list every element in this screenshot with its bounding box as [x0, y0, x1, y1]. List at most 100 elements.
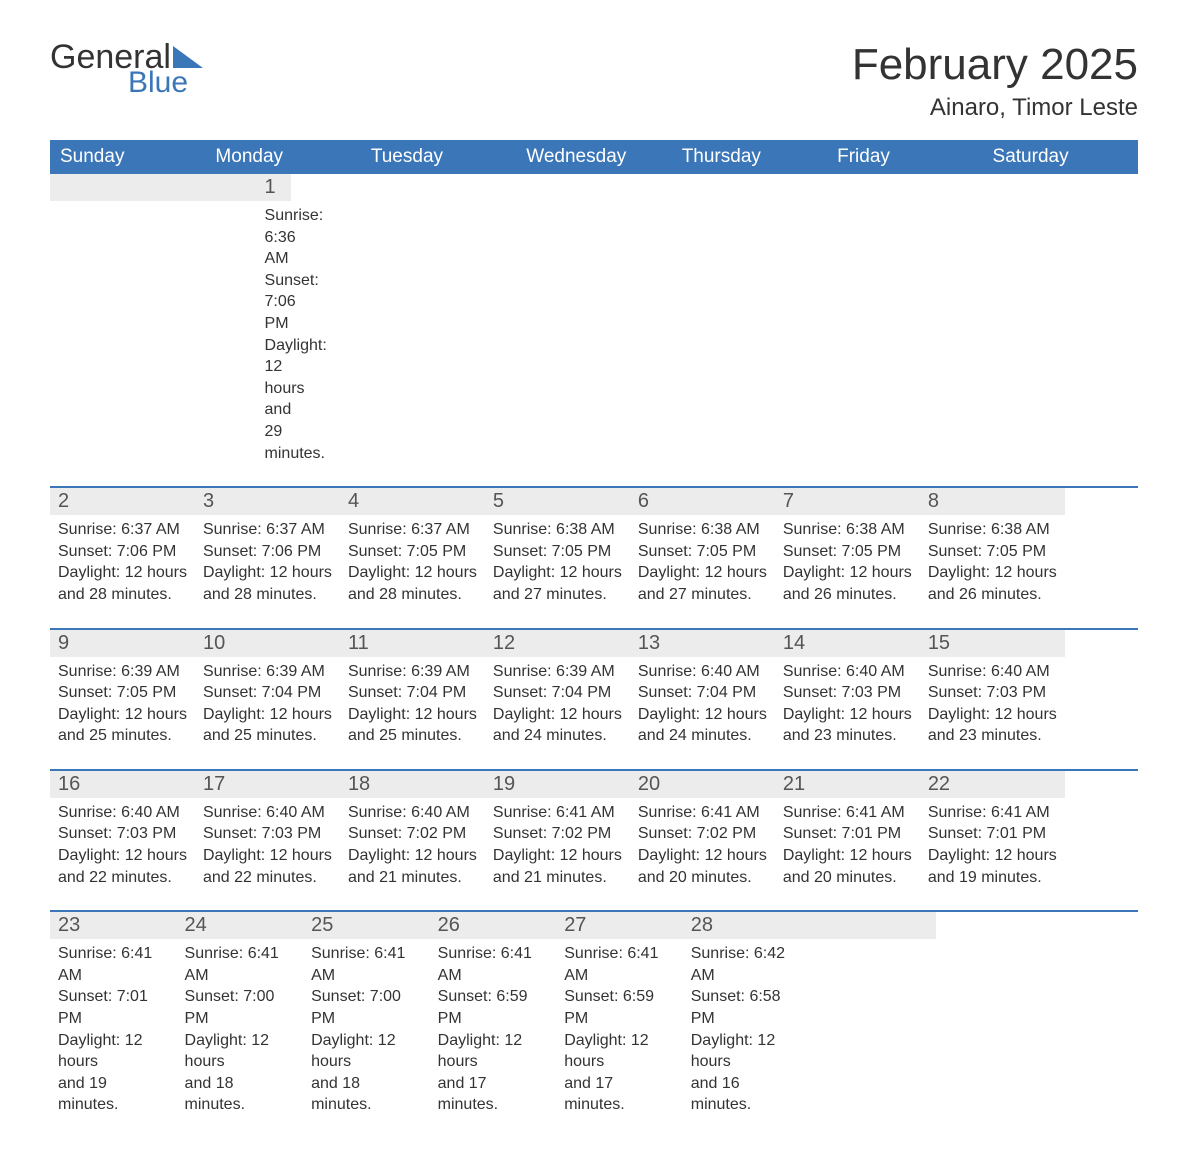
day-number [119, 174, 153, 201]
sunrise-text: Sunrise: 6:38 AM [928, 519, 1057, 541]
sunset-text: Sunset: 7:04 PM [203, 682, 332, 704]
daylight-text-line2: and 27 minutes. [493, 584, 622, 606]
daybody-strip: Sunrise: 6:41 AMSunset: 7:01 PMDaylight:… [50, 939, 936, 1124]
sunrise-text: Sunrise: 6:40 AM [203, 802, 332, 824]
sunrise-text: Sunrise: 6:36 AM [265, 205, 283, 270]
day-number: 20 [630, 771, 775, 798]
day-number [50, 174, 84, 201]
day-number: 11 [340, 630, 485, 657]
sunrise-text: Sunrise: 6:41 AM [783, 802, 912, 824]
daylight-text-line1: Daylight: 12 hours [58, 704, 187, 726]
header: General Blue February 2025 Ainaro, Timor… [50, 40, 1138, 122]
day-cell: Sunrise: 6:39 AMSunset: 7:04 PMDaylight:… [340, 657, 485, 755]
weekday-header: Tuesday [361, 140, 516, 174]
day-number [153, 174, 187, 201]
sunset-text: Sunset: 7:03 PM [928, 682, 1057, 704]
sunset-text: Sunset: 7:01 PM [928, 823, 1057, 845]
daylight-text-line2: and 24 minutes. [638, 725, 767, 747]
daylight-text-line1: Daylight: 12 hours [691, 1030, 802, 1073]
sunrise-text: Sunrise: 6:39 AM [348, 661, 477, 683]
day-cell: Sunrise: 6:41 AMSunset: 6:59 PMDaylight:… [430, 939, 557, 1124]
sunrise-text: Sunrise: 6:41 AM [58, 943, 169, 986]
week-row: 1Sunrise: 6:36 AMSunset: 7:06 PMDaylight… [50, 174, 1138, 472]
title-block: February 2025 Ainaro, Timor Leste [852, 40, 1138, 122]
sunrise-text: Sunrise: 6:39 AM [58, 661, 187, 683]
sunset-text: Sunset: 7:05 PM [58, 682, 187, 704]
sunset-text: Sunset: 7:00 PM [185, 986, 296, 1029]
daylight-text-line2: and 28 minutes. [58, 584, 187, 606]
sunset-text: Sunset: 7:03 PM [203, 823, 332, 845]
day-cell: Sunrise: 6:38 AMSunset: 7:05 PMDaylight:… [485, 515, 630, 613]
day-cell: Sunrise: 6:41 AMSunset: 7:00 PMDaylight:… [303, 939, 430, 1124]
day-cell [50, 201, 84, 472]
day-number: 9 [50, 630, 195, 657]
logo-text-blue: Blue [128, 68, 203, 98]
day-cell: Sunrise: 6:40 AMSunset: 7:03 PMDaylight:… [775, 657, 920, 755]
day-number: 13 [630, 630, 775, 657]
day-cell: Sunrise: 6:41 AMSunset: 7:02 PMDaylight:… [630, 798, 775, 896]
day-cell: Sunrise: 6:41 AMSunset: 7:01 PMDaylight:… [920, 798, 1065, 896]
day-number: 18 [340, 771, 485, 798]
sunrise-text: Sunrise: 6:37 AM [58, 519, 187, 541]
daylight-text-line1: Daylight: 12 hours [58, 1030, 169, 1073]
daylight-text-line1: Daylight: 12 hours [493, 704, 622, 726]
sunset-text: Sunset: 6:58 PM [691, 986, 802, 1029]
daylight-text-line2: and 16 minutes. [691, 1073, 802, 1116]
month-title: February 2025 [852, 40, 1138, 90]
weekday-header-row: Sunday Monday Tuesday Wednesday Thursday… [50, 140, 1138, 174]
day-cell: Sunrise: 6:41 AMSunset: 6:59 PMDaylight:… [556, 939, 683, 1124]
weekday-header: Sunday [50, 140, 205, 174]
daylight-text-line2: and 22 minutes. [58, 867, 187, 889]
logo: General Blue [50, 40, 203, 98]
sunrise-text: Sunrise: 6:40 AM [348, 802, 477, 824]
daylight-text-line1: Daylight: 12 hours [348, 704, 477, 726]
day-cell: Sunrise: 6:40 AMSunset: 7:03 PMDaylight:… [920, 657, 1065, 755]
daylight-text-line1: Daylight: 12 hours [203, 845, 332, 867]
sunrise-text: Sunrise: 6:41 AM [311, 943, 422, 986]
daylight-text-line2: and 28 minutes. [348, 584, 477, 606]
day-cell: Sunrise: 6:40 AMSunset: 7:03 PMDaylight:… [195, 798, 340, 896]
day-number: 1 [257, 174, 291, 201]
daylight-text-line2: and 25 minutes. [348, 725, 477, 747]
weekday-header: Friday [827, 140, 982, 174]
sunrise-text: Sunrise: 6:40 AM [928, 661, 1057, 683]
day-cell: Sunrise: 6:39 AMSunset: 7:04 PMDaylight:… [195, 657, 340, 755]
week-row: 2345678Sunrise: 6:37 AMSunset: 7:06 PMDa… [50, 486, 1138, 613]
day-number: 28 [683, 912, 810, 939]
daylight-text-line2: and 23 minutes. [783, 725, 912, 747]
daylight-text-line2: and 22 minutes. [203, 867, 332, 889]
day-cell [153, 201, 187, 472]
sunset-text: Sunset: 7:05 PM [493, 541, 622, 563]
day-cell: Sunrise: 6:41 AMSunset: 7:01 PMDaylight:… [775, 798, 920, 896]
sunset-text: Sunset: 7:01 PM [58, 986, 169, 1029]
day-cell [809, 939, 936, 1124]
sunset-text: Sunset: 7:05 PM [783, 541, 912, 563]
day-cell: Sunrise: 6:40 AMSunset: 7:03 PMDaylight:… [50, 798, 195, 896]
sunset-text: Sunset: 7:04 PM [348, 682, 477, 704]
sunset-text: Sunset: 7:03 PM [58, 823, 187, 845]
daynum-strip: 16171819202122 [50, 771, 1065, 798]
daylight-text-line1: Daylight: 12 hours [638, 845, 767, 867]
sunset-text: Sunset: 7:01 PM [783, 823, 912, 845]
weekday-header: Saturday [983, 140, 1138, 174]
daylight-text-line2: and 21 minutes. [348, 867, 477, 889]
sunrise-text: Sunrise: 6:41 AM [438, 943, 549, 986]
day-number: 5 [485, 488, 630, 515]
daylight-text-line1: Daylight: 12 hours [493, 845, 622, 867]
day-number [188, 174, 222, 201]
week-row: 9101112131415Sunrise: 6:39 AMSunset: 7:0… [50, 628, 1138, 755]
day-number: 15 [920, 630, 1065, 657]
day-number [222, 174, 256, 201]
day-number: 23 [50, 912, 177, 939]
sunset-text: Sunset: 7:06 PM [265, 270, 283, 335]
weekday-header: Wednesday [516, 140, 671, 174]
day-number: 22 [920, 771, 1065, 798]
daylight-text-line1: Daylight: 12 hours [493, 562, 622, 584]
week-row: 232425262728Sunrise: 6:41 AMSunset: 7:01… [50, 910, 1138, 1124]
day-number: 21 [775, 771, 920, 798]
day-number: 10 [195, 630, 340, 657]
sunset-text: Sunset: 7:02 PM [638, 823, 767, 845]
day-number: 12 [485, 630, 630, 657]
sunrise-text: Sunrise: 6:41 AM [928, 802, 1057, 824]
daylight-text-line2: and 19 minutes. [928, 867, 1057, 889]
